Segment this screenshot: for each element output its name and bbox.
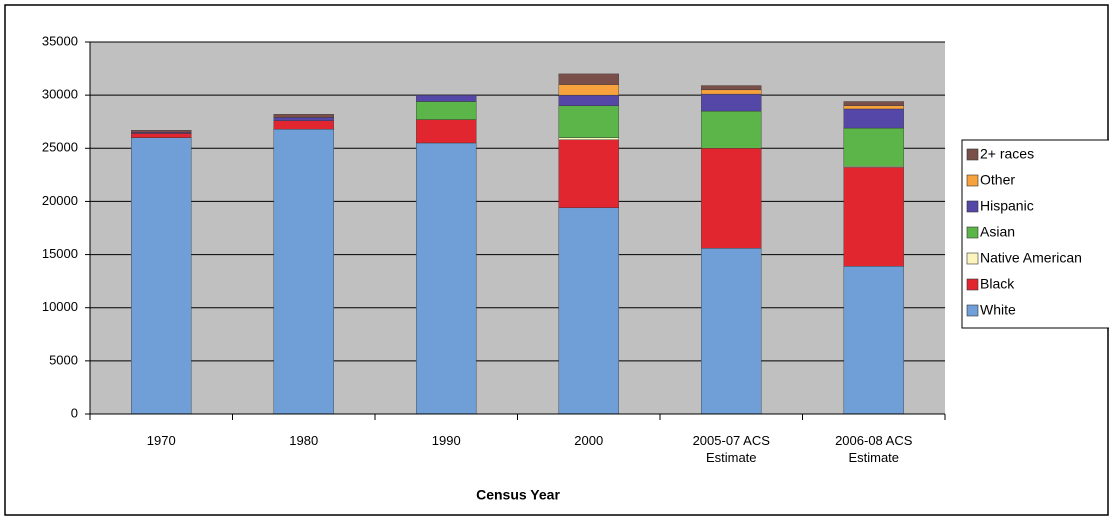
x-tick-label: 1990 (431, 433, 461, 448)
y-tick-label: 0 (71, 405, 78, 420)
bar-segment (558, 139, 619, 209)
bar-segment (558, 207, 619, 415)
bar-segment (131, 133, 192, 138)
y-tick-label: 35000 (42, 33, 78, 48)
bar-segment (416, 142, 477, 415)
bar-segment (273, 128, 334, 415)
bar-segment (558, 84, 619, 96)
bar-segment (416, 94, 477, 102)
y-tick-label: 15000 (42, 246, 78, 261)
x-tick-label: 2006-08 ACS Estimate (835, 433, 913, 465)
bar-segment (843, 266, 904, 415)
y-tick-label: 5000 (49, 352, 78, 367)
y-tick-label: 25000 (42, 140, 78, 155)
legend-label: Hispanic (980, 198, 1034, 214)
bar-segment (843, 167, 904, 267)
bar-segment (558, 137, 619, 140)
legend-swatch (966, 304, 979, 317)
bar-segment (701, 85, 762, 91)
legend-swatch (966, 278, 979, 291)
y-tick-label: 30000 (42, 87, 78, 102)
bar-segment (273, 117, 334, 121)
legend-swatch (966, 174, 979, 187)
bar-segment (558, 105, 619, 138)
legend-label: Other (980, 172, 1015, 188)
bar-segment (701, 110, 762, 149)
legend-label: 2+ races (980, 146, 1034, 162)
x-axis-title: Census Year (476, 487, 560, 503)
bar-segment (701, 93, 762, 112)
legend-swatch (966, 200, 979, 213)
legend-label: Black (980, 276, 1015, 292)
bar-segment (558, 73, 619, 85)
y-tick-label: 10000 (42, 299, 78, 314)
bar-segment (273, 120, 334, 130)
bar-segment (416, 101, 477, 120)
x-tick-label: 1980 (289, 433, 319, 448)
bar-segment (701, 247, 762, 415)
x-tick-label: 1970 (146, 433, 176, 448)
legend-swatch (966, 252, 979, 265)
bar-segment (558, 94, 619, 106)
y-tick-label: 20000 (42, 193, 78, 208)
bar-segment (131, 137, 192, 415)
bar-segment (843, 105, 904, 110)
bar-segment (843, 101, 904, 106)
legend-swatch (966, 148, 979, 161)
plot-area (90, 42, 945, 414)
legend-label: Native American (980, 250, 1082, 266)
bar-segment (273, 114, 334, 118)
x-tick-label: 2005-07 ACS Estimate (692, 433, 770, 465)
legend-box (961, 139, 1109, 329)
bar-segment (701, 148, 762, 249)
bar-segment (843, 108, 904, 129)
x-tick-label: 2000 (574, 433, 604, 448)
bar-segment (843, 127, 904, 167)
legend-label: Asian (980, 224, 1015, 240)
legend-label: White (980, 302, 1016, 318)
bar-segment (416, 119, 477, 144)
legend-swatch (966, 226, 979, 239)
bar-segment (701, 89, 762, 95)
bar-segment (131, 130, 192, 133)
